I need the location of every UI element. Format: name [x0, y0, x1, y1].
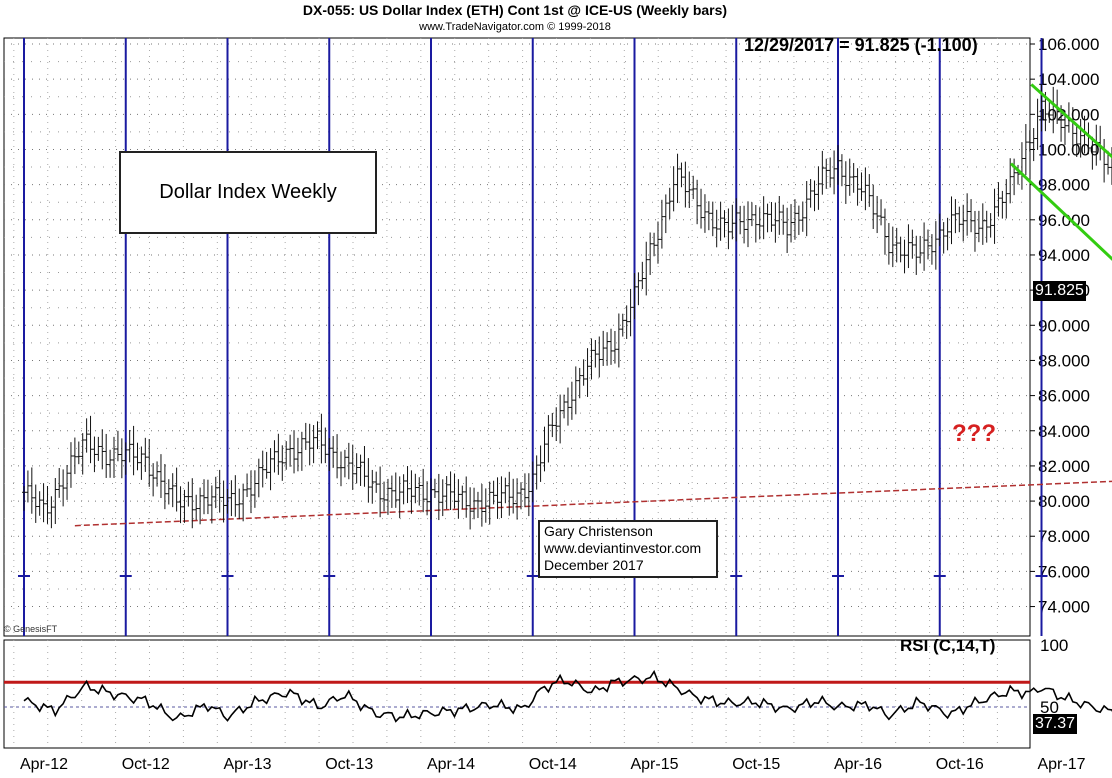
x-tick-label: Apr-17 [1037, 756, 1085, 773]
x-tick-label: Apr-13 [223, 756, 271, 773]
price-tick-label: 104.000 [1038, 70, 1099, 89]
question-marks: ??? [952, 420, 996, 447]
price-tick-label: 90.000 [1038, 316, 1090, 335]
rsi-line [23, 669, 1112, 723]
x-tick-label: Oct-13 [325, 756, 373, 773]
x-tick-label: Apr-16 [834, 756, 882, 773]
x-tick-label: Apr-15 [630, 756, 678, 773]
price-tick-label: 88.000 [1038, 351, 1090, 370]
price-tick-label: 82.000 [1038, 457, 1090, 476]
author-website: www.deviantinvestor.com [544, 540, 702, 556]
price-tick-label: 84.000 [1038, 422, 1090, 441]
x-tick-label: Oct-16 [936, 756, 984, 773]
rsi-panel [3, 639, 1031, 749]
x-tick-label: Oct-14 [529, 756, 577, 773]
x-tick-label: Apr-12 [20, 756, 68, 773]
price-tick-label: 86.000 [1038, 387, 1090, 406]
author-date: December 2017 [544, 557, 644, 573]
last-close-readout: 12/29/2017 = 91.825 (-1.100) [744, 35, 978, 55]
price-tick-label: 78.000 [1038, 527, 1090, 546]
price-tick-label: 100.000 [1038, 140, 1099, 159]
x-tick-label: Apr-14 [427, 756, 475, 773]
rsi-tick-label: 50 [1040, 698, 1059, 717]
last-price-tag: 91.825 [1033, 281, 1086, 301]
price-tick-label: 106.000 [1038, 35, 1099, 54]
rsi-label: RSI (C,14,T) [900, 636, 996, 655]
chart-title: DX-055: US Dollar Index (ETH) Cont 1st @… [302, 2, 728, 18]
channel-upper-line [1030, 83, 1112, 159]
author-box: Gary Christenson www.deviantinvestor.com… [538, 520, 718, 578]
x-tick-label: Oct-12 [122, 756, 170, 773]
price-tick-label: 94.000 [1038, 246, 1090, 265]
price-panel [3, 37, 1031, 637]
price-tick-label: 76.000 [1038, 562, 1090, 581]
channel-lower-line [1009, 162, 1112, 261]
x-tick-label: Oct-15 [732, 756, 780, 773]
price-tick-label: 98.000 [1038, 176, 1090, 195]
rsi-tick-label: 100 [1040, 636, 1068, 655]
price-tick-label: 74.000 [1038, 598, 1090, 617]
price-tick-label: 80.000 [1038, 492, 1090, 511]
support-trendline [74, 480, 1112, 527]
genesis-watermark: © GenesisFT [4, 624, 58, 634]
author-name: Gary Christenson [544, 523, 653, 539]
dollar-index-weekly-label: Dollar Index Weekly [119, 151, 377, 234]
chart-subtitle: www.TradeNavigator.com © 1999-2018 [419, 21, 611, 33]
rsi-last-tag: 37.37 [1033, 714, 1078, 734]
